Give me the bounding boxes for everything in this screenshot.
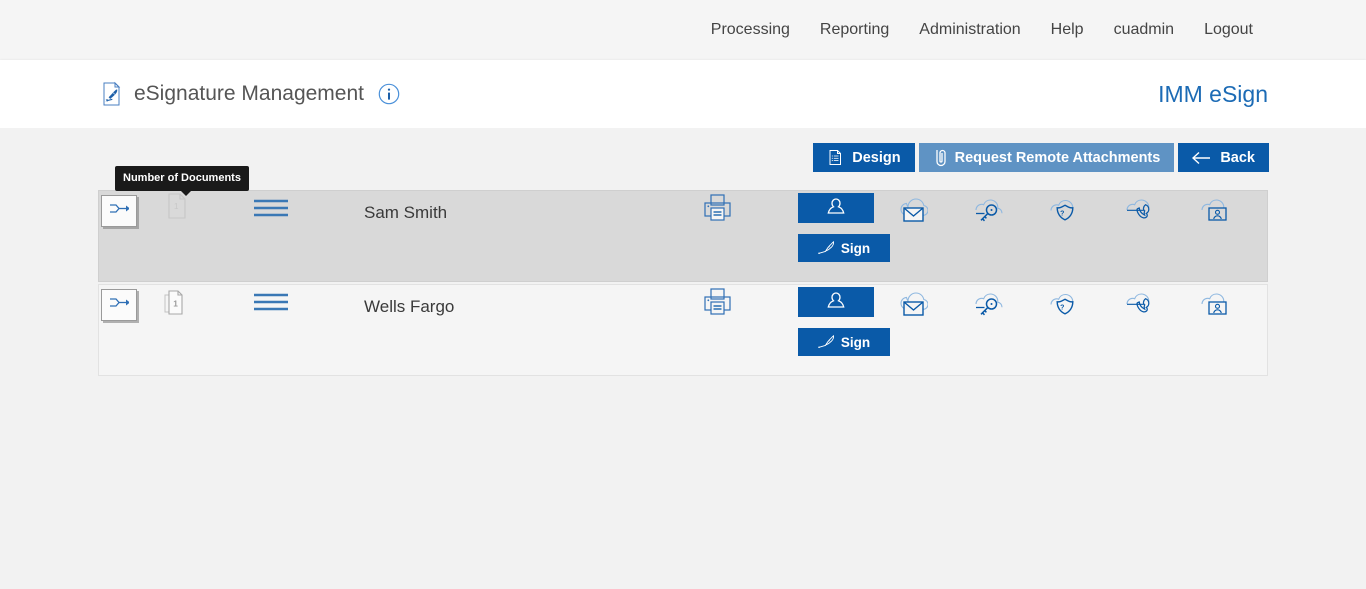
svg-text:1: 1 xyxy=(173,299,178,309)
svg-text:1: 1 xyxy=(174,202,179,211)
svg-text:?: ? xyxy=(1060,210,1064,217)
svg-text:?: ? xyxy=(1060,304,1064,311)
